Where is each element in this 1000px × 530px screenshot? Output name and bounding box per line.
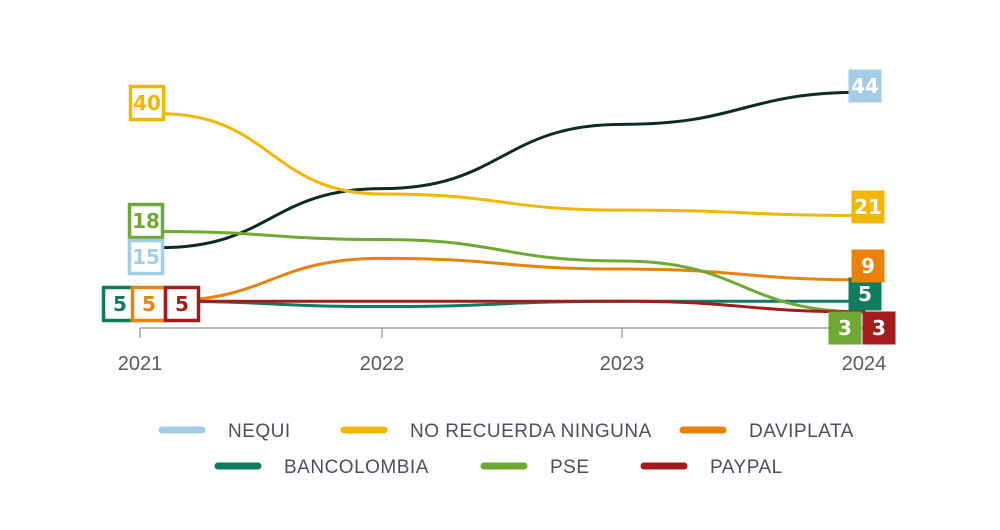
- x-tick-label-2021: 2021: [118, 353, 163, 375]
- data-label-text: 5: [175, 292, 189, 316]
- legend-item-daviplata: DAVIPLATA: [679, 421, 854, 442]
- data-label-box: [862, 311, 896, 345]
- data-label-nequi-2021: 15: [127, 238, 165, 276]
- x-tick-label-2023: 2023: [600, 353, 645, 375]
- data-label-text: 3: [872, 316, 886, 340]
- legend-label: NO RECUERDA NINGUNA: [410, 421, 652, 442]
- data-label-text: 5: [113, 292, 127, 316]
- legend-label: DAVIPLATA: [749, 421, 854, 442]
- data-label-no-recuerda-ninguna-2021: 40: [128, 84, 166, 122]
- x-tick-label-2024: 2024: [842, 353, 887, 375]
- line-bancolombia: [158, 299, 866, 309]
- x-tick-label-2022: 2022: [360, 353, 405, 375]
- legend-label: BANCOLOMBIA: [284, 457, 429, 478]
- data-label-no-recuerda-ninguna-2024: 21: [851, 190, 885, 224]
- data-label-pse-2021: 18: [127, 202, 165, 240]
- data-label-text: 5: [858, 282, 872, 306]
- data-label-bancolombia-2024: 5: [848, 277, 882, 311]
- legend: NEQUI NO RECUERDA NINGUNA DAVIPLATA BANCOLO…: [158, 421, 854, 478]
- data-label-box: [828, 311, 862, 345]
- legend-item-paypal: PAYPAL: [640, 457, 783, 478]
- line-paypal: [158, 299, 866, 314]
- line-pse: [158, 230, 866, 314]
- data-label-text: 9: [861, 254, 875, 278]
- legend-label: PAYPAL: [710, 457, 783, 478]
- line-no-recuerda-ninguna: [158, 112, 866, 217]
- line-daviplata: [158, 256, 866, 303]
- legend-label: PSE: [550, 457, 590, 478]
- data-label-box: [128, 84, 166, 122]
- data-label-paypal-2024: 3: [862, 311, 896, 345]
- data-label-box: [127, 238, 165, 276]
- data-label-box: [851, 190, 885, 224]
- data-label-box: [127, 202, 165, 240]
- data-label-text: 18: [132, 209, 160, 233]
- data-label-text: 5: [142, 292, 156, 316]
- data-label-box: [848, 277, 882, 311]
- legend-item-pse: PSE: [480, 457, 590, 478]
- data-label-daviplata-2021: 5: [130, 285, 168, 323]
- legend-label: NEQUI: [228, 421, 291, 442]
- data-label-box: [130, 285, 168, 323]
- data-label-box: [851, 249, 885, 283]
- data-label-pse-2024: 3: [828, 311, 862, 345]
- data-label-text: 3: [838, 316, 852, 340]
- x-axis-ticks: 2021 2022 2023 2024: [118, 328, 887, 375]
- legend-item-no-recuerda-ninguna: NO RECUERDA NINGUNA: [340, 421, 652, 442]
- data-label-box: [163, 285, 201, 323]
- legend-item-nequi: NEQUI: [158, 421, 291, 442]
- data-label-text: 21: [854, 195, 882, 219]
- data-label-paypal-2021: 5: [163, 285, 201, 323]
- data-label-box: [848, 69, 882, 103]
- data-label-daviplata-2024: 9: [851, 249, 885, 283]
- data-label-text: 40: [133, 91, 161, 115]
- data-label-nequi-2024: 44: [848, 69, 882, 103]
- line-nequi: [158, 90, 866, 250]
- legend-item-bancolombia: BANCOLOMBIA: [214, 457, 429, 478]
- data-label-text: 15: [132, 245, 160, 269]
- data-label-text: 44: [851, 74, 879, 98]
- series-lines: [158, 90, 866, 314]
